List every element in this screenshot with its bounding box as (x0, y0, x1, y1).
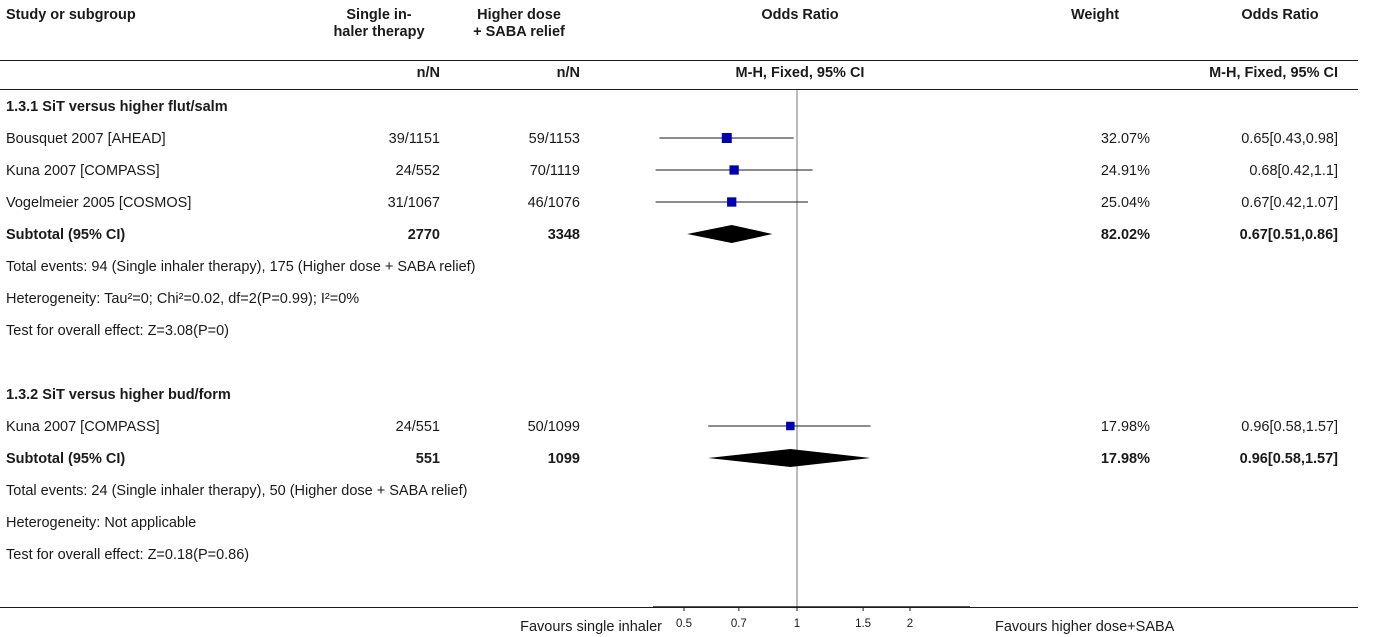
subheader-rule (0, 89, 1358, 90)
header-rule (0, 60, 1358, 61)
group-title: 1.3.1 SiT versus higher flut/salm (6, 99, 228, 115)
study-exp: 24/551 (395, 419, 440, 435)
subtotal-ci: 0.96[0.58,1.57] (1239, 451, 1338, 467)
study-ctl: 50/1099 (527, 419, 580, 435)
subtotal-ci: 0.67[0.51,0.86] (1239, 227, 1338, 243)
header-odds-ratio-2: Odds Ratio (1241, 7, 1319, 23)
subtotal-diamond (687, 225, 773, 243)
study-name: Bousquet 2007 [AHEAD] (6, 131, 166, 147)
study-effect-marker (721, 133, 732, 143)
header-exp-nN: n/N (416, 65, 440, 81)
study-ctl: 70/1119 (529, 163, 580, 179)
header-weight: Weight (1070, 7, 1120, 23)
study-ci: 0.65[0.43,0.98] (1241, 131, 1338, 147)
heterogeneity: Heterogeneity: Not applicable (6, 515, 197, 531)
favours-left: Favours single inhaler (520, 619, 662, 635)
subtotal-label: Subtotal (95% CI) (6, 451, 126, 467)
x-tick-label: 1.5 (855, 618, 871, 630)
x-tick-label: 2 (907, 618, 913, 630)
overall-effect: Test for overall effect: Z=3.08(P=0) (6, 323, 229, 339)
study-weight: 17.98% (1100, 419, 1150, 435)
x-tick-label: 0.7 (731, 618, 747, 630)
study-weight: 25.04% (1100, 195, 1150, 211)
study-exp: 31/1067 (387, 195, 440, 211)
subtotal-label: Subtotal (95% CI) (6, 227, 126, 243)
study-ctl: 59/1153 (528, 131, 580, 147)
x-tick-label: 1 (794, 618, 800, 630)
study-ci: 0.96[0.58,1.57] (1241, 419, 1338, 435)
group-title: 1.3.2 SiT versus higher bud/form (6, 387, 231, 403)
heterogeneity: Heterogeneity: Tau²=0; Chi²=0.02, df=2(P… (6, 291, 360, 307)
favours-right: Favours higher dose+SABA (995, 619, 1175, 635)
study-ci: 0.68[0.42,1.1] (1249, 163, 1338, 179)
study-weight: 24.91% (1100, 163, 1150, 179)
subtotal-diamond (708, 449, 871, 467)
subtotal-ctl: 1099 (547, 451, 580, 467)
header-ctl-nN: n/N (556, 65, 580, 81)
header-method-plot: M-H, Fixed, 95% CI (735, 65, 865, 81)
header-exp-line1: Single in- (346, 7, 412, 23)
study-exp: 24/552 (395, 163, 440, 179)
total-events: Total events: 24 (Single inhaler therapy… (6, 483, 468, 499)
overall-effect: Test for overall effect: Z=0.18(P=0.86) (6, 547, 250, 563)
header-ctl-line2: + SABA relief (473, 24, 565, 40)
study-name: Kuna 2007 [COMPASS] (6, 163, 160, 179)
study-exp: 39/1151 (388, 131, 440, 147)
study-name: Vogelmeier 2005 [COSMOS] (6, 195, 192, 211)
study-ci: 0.67[0.42,1.07] (1241, 195, 1338, 211)
study-effect-marker (727, 197, 737, 207)
study-weight: 32.07% (1100, 131, 1150, 147)
study-effect-marker (729, 165, 739, 175)
header-exp-line2: haler therapy (333, 24, 425, 40)
subtotal-weight: 17.98% (1100, 451, 1150, 467)
study-effect-marker (786, 421, 795, 431)
header-method-text: M-H, Fixed, 95% CI (1209, 65, 1338, 81)
subtotal-weight: 82.02% (1100, 227, 1150, 243)
study-name: Kuna 2007 [COMPASS] (6, 419, 160, 435)
study-ctl: 46/1076 (527, 195, 580, 211)
subtotal-ctl: 3348 (547, 227, 580, 243)
header-odds-ratio: Odds Ratio (761, 7, 839, 23)
header-study: Study or subgroup (6, 7, 136, 23)
subtotal-exp: 2770 (407, 227, 440, 243)
total-events: Total events: 94 (Single inhaler therapy… (6, 259, 476, 275)
x-tick-label: 0.5 (676, 618, 692, 630)
header-ctl-line1: Higher dose (477, 7, 561, 23)
subtotal-exp: 551 (415, 451, 440, 467)
